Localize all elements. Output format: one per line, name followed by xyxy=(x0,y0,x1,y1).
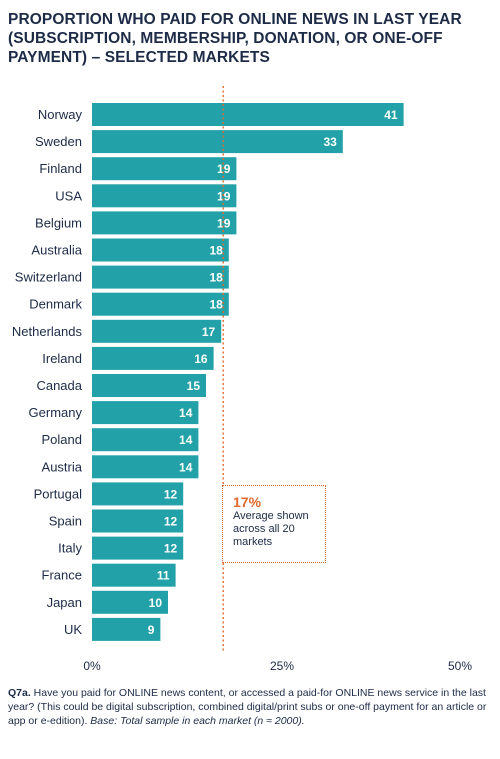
x-axis-ticks: 0% 25% 50% xyxy=(83,659,472,673)
value-label: 12 xyxy=(164,542,178,556)
bar-poland xyxy=(92,428,199,452)
x-tick-label: 50% xyxy=(448,659,472,673)
value-label: 17 xyxy=(202,325,216,339)
x-tick-label: 0% xyxy=(83,659,101,673)
category-label: Spain xyxy=(49,514,82,529)
bar-uk xyxy=(92,617,161,641)
footnote: Q7a. Have you paid for ONLINE news conte… xyxy=(8,686,494,728)
bar-france xyxy=(92,563,176,587)
category-label: Poland xyxy=(42,432,82,447)
bar-belgium xyxy=(92,211,237,235)
category-label: Portugal xyxy=(34,486,83,501)
bars-layer xyxy=(92,103,404,641)
value-label: 12 xyxy=(164,515,178,529)
category-label: Norway xyxy=(38,107,83,122)
bar-canada xyxy=(92,374,206,397)
category-labels: Norway Sweden Finland USA Belgium Australia Sw… xyxy=(12,107,83,637)
value-label: 18 xyxy=(209,244,223,258)
x-tick-label: 25% xyxy=(270,659,294,673)
bar-switzerland xyxy=(92,265,229,289)
category-label: Denmark xyxy=(29,297,82,312)
average-callout: 17% Average shown across all 20 markets xyxy=(222,485,326,563)
value-label: 14 xyxy=(179,460,193,474)
category-label: Finland xyxy=(39,161,82,176)
category-label: Switzerland xyxy=(15,270,82,285)
value-label: 10 xyxy=(149,596,163,610)
bar-germany xyxy=(92,401,199,425)
average-description: Average shown across all 20 markets xyxy=(233,510,309,548)
bar-spain xyxy=(92,509,184,533)
category-label: Canada xyxy=(36,378,82,393)
value-label: 14 xyxy=(179,406,193,420)
bar-chart: Norway Sweden Finland USA Belgium Australia Sw… xyxy=(12,86,472,673)
value-label: 33 xyxy=(323,135,337,149)
bar-denmark xyxy=(92,292,229,316)
value-label: 18 xyxy=(209,271,223,285)
value-label: 19 xyxy=(217,216,231,230)
category-label: UK xyxy=(64,622,82,637)
bar-italy xyxy=(92,536,184,560)
value-label: 9 xyxy=(148,623,155,637)
category-label: Belgium xyxy=(35,215,82,230)
value-label: 19 xyxy=(217,162,231,176)
bar-finland xyxy=(92,157,237,181)
chart-title: PROPORTION WHO PAID FOR ONLINE NEWS IN L… xyxy=(8,11,462,66)
category-label: Germany xyxy=(29,405,83,420)
value-label: 18 xyxy=(209,298,223,312)
value-label: 14 xyxy=(179,433,193,447)
average-value: 17% xyxy=(233,494,262,510)
value-label: 41 xyxy=(384,108,398,122)
value-label: 11 xyxy=(157,569,170,583)
category-label: Austria xyxy=(42,459,83,474)
bar-netherlands xyxy=(92,319,222,343)
category-label: Sweden xyxy=(35,134,82,149)
value-label: 16 xyxy=(194,352,208,366)
bar-usa xyxy=(92,184,237,208)
bar-austria xyxy=(92,455,199,479)
category-label: France xyxy=(42,568,82,583)
footnote-question: Have you paid for ONLINE news content, o… xyxy=(8,687,487,727)
category-label: Japan xyxy=(47,595,82,610)
bar-sweden xyxy=(92,130,343,154)
category-label: USA xyxy=(55,188,82,203)
category-label: Australia xyxy=(31,243,82,258)
category-label: Italy xyxy=(58,541,82,556)
value-label: 15 xyxy=(187,379,201,393)
value-label: 12 xyxy=(164,487,178,501)
bar-ireland xyxy=(92,346,214,370)
category-label: Ireland xyxy=(42,351,82,366)
bar-japan xyxy=(92,590,168,614)
footnote-base: Base: Total sample in each market (n ≈ 2… xyxy=(87,715,305,727)
bar-portugal xyxy=(92,482,184,506)
bar-norway xyxy=(92,103,404,126)
category-label: Netherlands xyxy=(12,324,83,339)
bar-australia xyxy=(92,238,229,262)
value-label: 19 xyxy=(217,189,231,203)
footnote-question-id: Q7a. xyxy=(8,687,31,699)
